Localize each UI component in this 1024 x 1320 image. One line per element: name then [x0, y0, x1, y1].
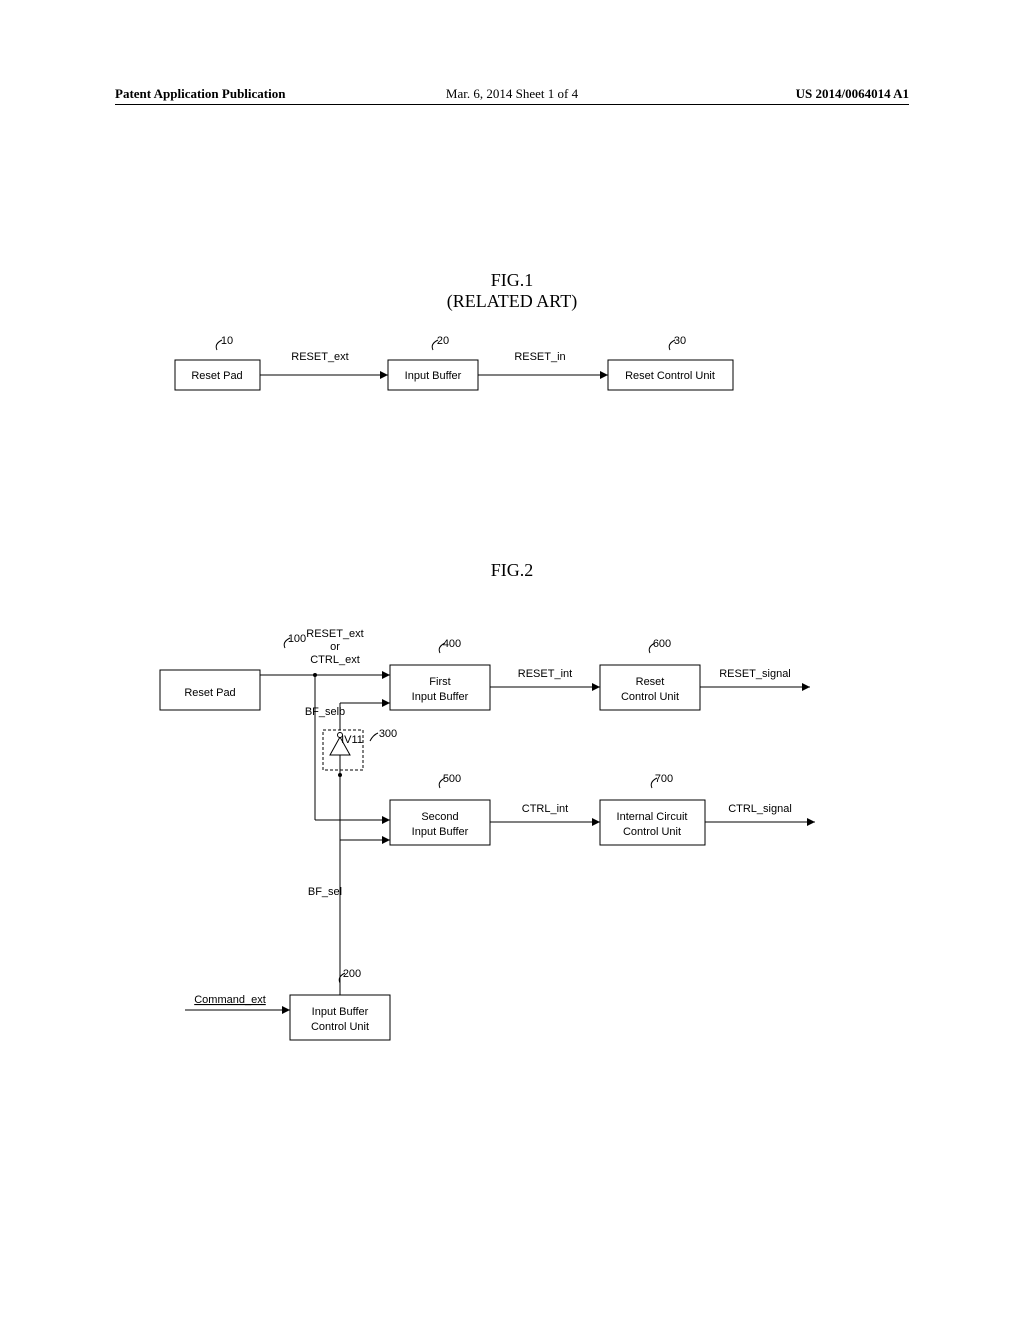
svg-text:Reset Pad: Reset Pad [184, 687, 235, 699]
fig2-block-400: First Input Buffer 400 [390, 638, 490, 710]
fig2-block-500: Second Input Buffer 500 [390, 773, 490, 845]
fig2-inverter-300: IV11 300 [323, 728, 397, 775]
svg-text:700: 700 [655, 773, 673, 785]
fig2-block-600: Reset Control Unit 600 [600, 638, 700, 710]
svg-text:RESET_in: RESET_in [514, 351, 565, 363]
svg-text:Control Unit: Control Unit [621, 691, 679, 703]
svg-text:500: 500 [443, 773, 461, 785]
header-right: US 2014/0064014 A1 [796, 86, 909, 102]
fig2-diagram: Reset Pad 100 RESET_ext or CTRL_ext Firs… [130, 615, 880, 1075]
fig1-diagram: Reset Pad 10 RESET_ext Input Buffer 20 R… [170, 330, 810, 410]
fig2-title-text: FIG.2 [0, 560, 1024, 581]
svg-text:First: First [429, 676, 450, 688]
svg-text:RESET_signal: RESET_signal [719, 668, 791, 680]
svg-text:CTRL_ext: CTRL_ext [310, 654, 360, 666]
fig1-title: FIG.1 (RELATED ART) [0, 270, 1024, 312]
svg-text:RESET_ext: RESET_ext [291, 351, 348, 363]
svg-text:or: or [330, 641, 340, 653]
svg-text:Internal Circuit: Internal Circuit [617, 811, 688, 823]
svg-text:30: 30 [674, 335, 686, 347]
page: Patent Application Publication Mar. 6, 2… [0, 0, 1024, 1320]
header-left: Patent Application Publication [115, 86, 285, 101]
svg-text:CTRL_signal: CTRL_signal [728, 803, 792, 815]
svg-text:600: 600 [653, 638, 671, 650]
fig1-title-line1: FIG.1 [0, 270, 1024, 291]
svg-text:Reset Control Unit: Reset Control Unit [625, 370, 715, 382]
svg-text:400: 400 [443, 638, 461, 650]
svg-text:300: 300 [379, 728, 397, 740]
svg-text:Control Unit: Control Unit [311, 1021, 369, 1033]
svg-text:IV11: IV11 [341, 734, 363, 746]
page-header: Patent Application Publication Mar. 6, 2… [115, 86, 909, 105]
svg-text:BF_sel: BF_sel [308, 886, 342, 898]
svg-text:RESET_int: RESET_int [518, 668, 572, 680]
svg-text:Control Unit: Control Unit [623, 826, 681, 838]
svg-text:Input Buffer: Input Buffer [412, 691, 469, 703]
svg-text:Second: Second [421, 811, 458, 823]
svg-text:Reset Pad: Reset Pad [191, 370, 242, 382]
svg-text:CTRL_int: CTRL_int [522, 803, 568, 815]
fig1-block-10: Reset Pad 10 [175, 335, 260, 390]
svg-text:Command_ext: Command_ext [194, 994, 266, 1006]
header-center: Mar. 6, 2014 Sheet 1 of 4 [446, 86, 578, 102]
fig1-block-30: Reset Control Unit 30 [608, 335, 733, 390]
fig1-title-line2: (RELATED ART) [0, 291, 1024, 312]
fig1-block-20: Input Buffer 20 [388, 335, 478, 390]
svg-text:100: 100 [288, 633, 306, 645]
svg-text:200: 200 [343, 968, 361, 980]
svg-text:BF_selb: BF_selb [305, 706, 345, 718]
svg-text:Input Buffer: Input Buffer [412, 826, 469, 838]
svg-text:Input Buffer: Input Buffer [405, 370, 462, 382]
svg-text:10: 10 [221, 335, 233, 347]
svg-text:Input Buffer: Input Buffer [312, 1006, 369, 1018]
svg-text:RESET_ext: RESET_ext [306, 628, 363, 640]
svg-text:20: 20 [437, 335, 449, 347]
fig2-block-100: Reset Pad 100 [160, 633, 306, 710]
svg-text:Reset: Reset [636, 676, 665, 688]
fig2-block-700: Internal Circuit Control Unit 700 [600, 773, 705, 845]
fig2-title: FIG.2 [0, 560, 1024, 581]
